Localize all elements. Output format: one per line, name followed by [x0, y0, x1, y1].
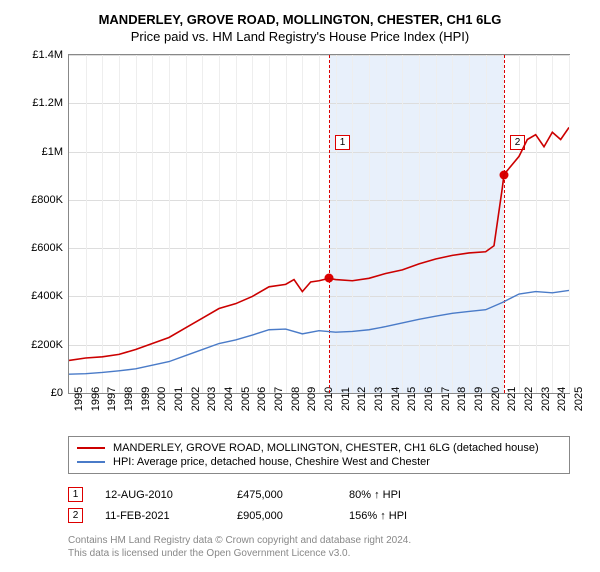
transaction-pct: 80% ↑ HPI	[349, 489, 401, 501]
chart-subtitle: Price paid vs. HM Land Registry's House …	[20, 29, 580, 44]
transaction-table: 1 12-AUG-2010 £475,000 80% ↑ HPI 2 11-FEB-202…	[68, 484, 580, 526]
legend-label: MANDERLEY, GROVE ROAD, MOLLINGTON, CHEST…	[113, 442, 539, 454]
legend-item: MANDERLEY, GROVE ROAD, MOLLINGTON, CHEST…	[77, 441, 561, 455]
chart-title: MANDERLEY, GROVE ROAD, MOLLINGTON, CHEST…	[20, 12, 580, 27]
legend-item: HPI: Average price, detached house, Ches…	[77, 455, 561, 469]
transaction-marker: 2	[68, 508, 83, 523]
legend-swatch	[77, 461, 105, 463]
series-price_paid	[69, 127, 569, 360]
legend: MANDERLEY, GROVE ROAD, MOLLINGTON, CHEST…	[68, 436, 570, 474]
y-axis-label: £600K	[31, 242, 63, 254]
y-axis-label: £800K	[31, 194, 63, 206]
y-axis-label: £1.2M	[32, 97, 63, 109]
transaction-pct: 156% ↑ HPI	[349, 510, 407, 522]
y-axis-label: £0	[51, 387, 63, 399]
y-axis-label: £1M	[42, 146, 63, 158]
series-hpi	[69, 290, 569, 374]
transaction-date: 11-FEB-2021	[105, 510, 215, 522]
transaction-row: 2 11-FEB-2021 £905,000 156% ↑ HPI	[68, 505, 580, 526]
transaction-row: 1 12-AUG-2010 £475,000 80% ↑ HPI	[68, 484, 580, 505]
footer-line-2: This data is licensed under the Open Gov…	[68, 547, 580, 560]
transaction-date: 12-AUG-2010	[105, 489, 215, 501]
legend-swatch	[77, 447, 105, 449]
y-axis-label: £200K	[31, 339, 63, 351]
footer-attribution: Contains HM Land Registry data © Crown c…	[68, 534, 580, 560]
transaction-price: £475,000	[237, 489, 327, 501]
x-axis-label: 2025	[573, 387, 585, 411]
legend-label: HPI: Average price, detached house, Ches…	[113, 456, 430, 468]
transaction-marker: 1	[68, 487, 83, 502]
transaction-price: £905,000	[237, 510, 327, 522]
y-axis-label: £1.4M	[32, 49, 63, 61]
footer-line-1: Contains HM Land Registry data © Crown c…	[68, 534, 580, 547]
chart-plot-area: £0£200K£400K£600K£800K£1M£1.2M£1.4M19951…	[68, 54, 570, 394]
y-axis-label: £400K	[31, 290, 63, 302]
